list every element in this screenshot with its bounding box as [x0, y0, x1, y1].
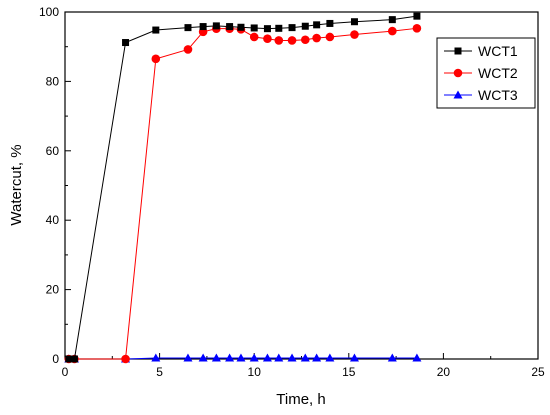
data-point — [274, 36, 284, 45]
axis-tick-labels: 0 5 10 15 20 25 0 20 40 60 80 100 — [39, 5, 545, 379]
legend-marker — [454, 47, 462, 55]
y-tick-label: 60 — [46, 144, 60, 158]
y-tick-label: 20 — [46, 283, 60, 297]
y-tick-label: 40 — [46, 213, 60, 227]
legend-label: WCT1 — [478, 43, 518, 59]
data-point — [326, 19, 334, 27]
data-point — [152, 26, 160, 34]
data-point — [301, 22, 309, 30]
data-point — [121, 354, 130, 364]
data-point — [198, 353, 208, 362]
data-point — [349, 353, 359, 362]
data-point — [183, 45, 193, 54]
data-point — [225, 353, 235, 362]
data-point — [70, 355, 78, 363]
data-point — [211, 353, 221, 362]
x-tick-label: 10 — [248, 365, 262, 379]
y-tick-label: 100 — [39, 5, 59, 19]
axis-ticks — [64, 11, 539, 360]
y-tick-label: 0 — [52, 352, 59, 366]
y-axis-title: Watercut, % — [8, 144, 25, 225]
data-point — [250, 24, 258, 32]
data-point — [262, 353, 272, 362]
data-point — [388, 26, 397, 36]
data-point — [199, 23, 207, 31]
legend-marker — [453, 90, 463, 99]
data-point — [312, 33, 321, 43]
x-axis-title: Time, h — [276, 391, 325, 408]
legend-marker — [453, 68, 463, 78]
data-point — [287, 36, 297, 45]
legend-item-wct3: WCT3 — [444, 87, 518, 103]
data-point — [274, 353, 284, 362]
data-point — [236, 353, 246, 362]
data-point — [275, 24, 283, 32]
data-point — [412, 24, 422, 33]
x-tick-label: 5 — [156, 365, 163, 379]
data-point — [151, 353, 161, 362]
data-point — [151, 54, 161, 64]
x-tick-label: 20 — [437, 365, 451, 379]
data-point — [237, 23, 245, 31]
data-point — [65, 355, 73, 363]
legend-item-wct2: WCT2 — [444, 65, 518, 81]
y-tick-label: 80 — [46, 74, 60, 88]
data-point — [263, 25, 271, 33]
data-point — [288, 24, 296, 32]
data-point — [263, 34, 272, 44]
data-point — [413, 12, 421, 20]
legend-item-wct1: WCT1 — [444, 43, 518, 59]
data-point — [412, 353, 422, 362]
data-point — [325, 353, 335, 362]
data-point — [300, 353, 310, 362]
data-point — [300, 35, 310, 45]
x-tick-label: 15 — [342, 365, 356, 379]
data-point — [249, 32, 259, 42]
data-point — [184, 24, 192, 32]
legend-label: WCT3 — [478, 87, 518, 103]
legend-label: WCT2 — [478, 65, 518, 81]
data-point — [226, 23, 234, 31]
data-point — [287, 353, 297, 362]
legend: WCT1 WCT2 WCT3 — [436, 37, 536, 109]
data-point — [387, 353, 397, 362]
data-point — [122, 39, 130, 47]
data-point — [388, 16, 396, 24]
data-point — [325, 32, 335, 42]
series-layer — [64, 12, 422, 364]
data-point — [350, 18, 358, 26]
data-point — [313, 21, 321, 29]
data-point — [249, 353, 259, 362]
series-wct1 — [65, 12, 421, 363]
x-tick-label: 25 — [531, 365, 545, 379]
data-point — [350, 30, 359, 39]
data-point — [212, 22, 220, 30]
x-tick-label: 0 — [62, 365, 69, 379]
data-point — [312, 353, 322, 362]
data-point — [183, 353, 193, 362]
